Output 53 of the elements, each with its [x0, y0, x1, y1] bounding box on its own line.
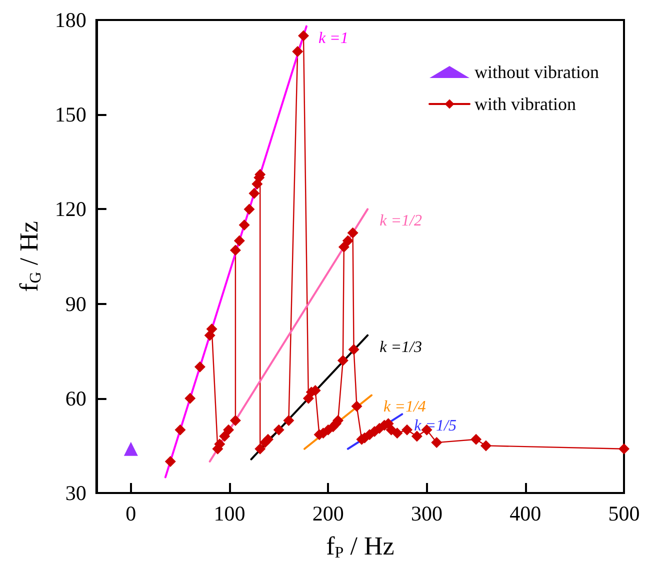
- point: [411, 430, 422, 442]
- x-tick-label: 100: [214, 502, 246, 526]
- point: [234, 235, 245, 246]
- point: [248, 188, 260, 199]
- point: [338, 242, 350, 253]
- point: [351, 400, 362, 412]
- point: [392, 428, 403, 439]
- point: [194, 361, 206, 372]
- y-tick-label: 60: [65, 386, 86, 410]
- point: [254, 443, 266, 454]
- point: [348, 344, 360, 356]
- x-tick-label: 500: [608, 502, 640, 526]
- x-tick-label: 300: [411, 502, 443, 526]
- point: [262, 434, 274, 445]
- point: [230, 244, 241, 256]
- x-tick-label: 400: [510, 502, 542, 526]
- x-tick-label: 0: [126, 502, 136, 526]
- point: [431, 437, 442, 448]
- point: [184, 392, 196, 404]
- point: [273, 424, 284, 436]
- series-label: k =1/2: [380, 212, 422, 230]
- y-tick-label: 120: [54, 197, 86, 222]
- point: [206, 324, 218, 335]
- legend-label: with vibration: [474, 94, 576, 114]
- point: [402, 424, 413, 436]
- series-label: k =1: [318, 30, 348, 47]
- point: [480, 440, 492, 452]
- x-tick-label: 200: [312, 502, 344, 526]
- point: [292, 46, 304, 58]
- y-tick-label: 150: [54, 102, 86, 127]
- point: [337, 355, 348, 366]
- point: [342, 235, 354, 246]
- point: [223, 424, 234, 436]
- y-axis-title: fG / Hz: [14, 221, 44, 292]
- y-tick-label: 30: [65, 481, 86, 505]
- point: [298, 30, 309, 42]
- point: [283, 414, 294, 426]
- point: [470, 434, 482, 445]
- point: [244, 204, 255, 215]
- point: [347, 227, 358, 238]
- y-tick-label: 180: [54, 8, 86, 32]
- series-label: k =1/4: [384, 398, 426, 416]
- point: [618, 443, 630, 454]
- series-label: k =1/5: [414, 418, 456, 435]
- series-label: k =1/3: [380, 338, 422, 356]
- point: [124, 442, 138, 456]
- point: [230, 414, 241, 426]
- legend-label: without vibration: [474, 62, 600, 82]
- point: [238, 219, 250, 230]
- point: [164, 456, 176, 467]
- y-tick-label: 90: [65, 292, 86, 316]
- point: [174, 424, 186, 436]
- point: [219, 430, 230, 442]
